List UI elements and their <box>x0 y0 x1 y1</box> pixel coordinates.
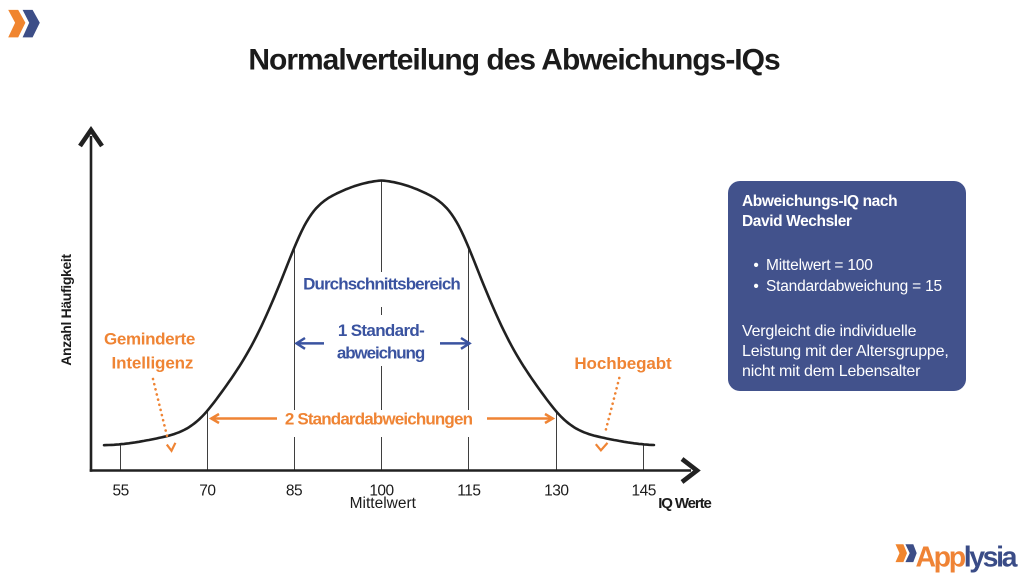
svg-text:Applysia: Applysia <box>916 542 1019 574</box>
svg-text:1 Standard-: 1 Standard- <box>338 321 424 340</box>
svg-text:Anzahl Häufigkeit: Anzahl Häufigkeit <box>58 254 74 366</box>
svg-text:Normalverteilung des Abweichun: Normalverteilung des Abweichungs-IQs <box>248 43 780 76</box>
svg-text:145: 145 <box>632 483 656 500</box>
svg-text:115: 115 <box>457 483 480 500</box>
svg-text:Hochbegabt: Hochbegabt <box>574 354 672 373</box>
svg-text:85: 85 <box>286 483 302 500</box>
svg-text:2 Standardabweichungen: 2 Standardabweichungen <box>285 410 473 429</box>
svg-text:70: 70 <box>199 483 216 500</box>
svg-text:100: 100 <box>369 483 394 500</box>
svg-text:Intelligenz: Intelligenz <box>112 353 194 372</box>
svg-text:Mittelwert: Mittelwert <box>350 495 417 512</box>
svg-text:Geminderte: Geminderte <box>104 330 195 349</box>
svg-text:130: 130 <box>544 483 569 500</box>
svg-text:55: 55 <box>112 483 128 500</box>
svg-text:IQ Werte: IQ Werte <box>658 495 711 512</box>
svg-text:abweichung: abweichung <box>337 344 425 363</box>
svg-text:Durchschnittsbereich: Durchschnittsbereich <box>303 275 460 294</box>
